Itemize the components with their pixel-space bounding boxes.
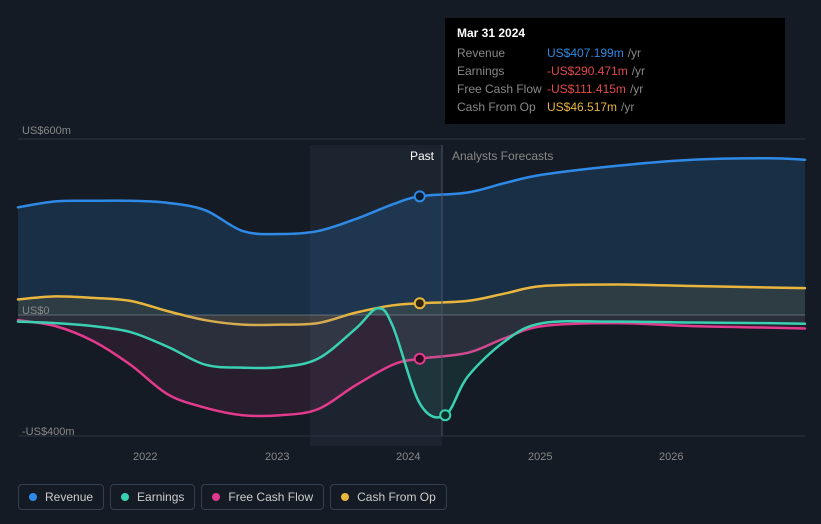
tooltip-unit: /yr: [621, 98, 634, 116]
tooltip-label: Cash From Op: [457, 98, 547, 116]
legend-dot: [121, 493, 129, 501]
tooltip-unit: /yr: [628, 44, 641, 62]
tooltip-unit: /yr: [632, 62, 645, 80]
legend-item-cfo[interactable]: Cash From Op: [330, 484, 447, 510]
section-label-past: Past: [410, 149, 434, 163]
tooltip-row-earnings: Earnings -US$290.471m /yr: [457, 62, 773, 80]
tooltip-label: Free Cash Flow: [457, 80, 547, 98]
chart-tooltip: Mar 31 2024 Revenue US$407.199m /yr Earn…: [445, 18, 785, 124]
tooltip-date: Mar 31 2024: [457, 26, 773, 40]
legend-label: Free Cash Flow: [228, 490, 313, 504]
tooltip-value: US$46.517m: [547, 98, 617, 116]
y-label-mid: US$0: [22, 305, 50, 317]
tooltip-value: -US$290.471m: [547, 62, 628, 80]
tooltip-value: -US$111.415m: [547, 80, 626, 98]
tooltip-label: Earnings: [457, 62, 547, 80]
finance-chart: US$600m US$0 -US$400m 2022 2023 2024 202…: [0, 0, 821, 524]
tooltip-row-cfo: Cash From Op US$46.517m /yr: [457, 98, 773, 116]
tooltip-value: US$407.199m: [547, 44, 624, 62]
tooltip-unit: /yr: [630, 80, 643, 98]
tooltip-row-revenue: Revenue US$407.199m /yr: [457, 44, 773, 62]
x-label-0: 2022: [133, 451, 157, 463]
legend-item-earnings[interactable]: Earnings: [110, 484, 195, 510]
x-label-1: 2023: [265, 451, 289, 463]
legend-item-revenue[interactable]: Revenue: [18, 484, 104, 510]
legend-dot: [29, 493, 37, 501]
tooltip-row-fcf: Free Cash Flow -US$111.415m /yr: [457, 80, 773, 98]
x-label-2: 2024: [396, 451, 420, 463]
legend-label: Cash From Op: [357, 490, 436, 504]
y-label-top: US$600m: [22, 125, 71, 137]
legend-label: Earnings: [137, 490, 184, 504]
legend: Revenue Earnings Free Cash Flow Cash Fro…: [18, 484, 447, 510]
y-label-bottom: -US$400m: [22, 426, 75, 438]
tooltip-label: Revenue: [457, 44, 547, 62]
legend-dot: [341, 493, 349, 501]
x-label-4: 2026: [659, 451, 683, 463]
section-label-forecast: Analysts Forecasts: [452, 149, 553, 163]
legend-label: Revenue: [45, 490, 93, 504]
x-label-3: 2025: [528, 451, 552, 463]
legend-dot: [212, 493, 220, 501]
legend-item-fcf[interactable]: Free Cash Flow: [201, 484, 324, 510]
